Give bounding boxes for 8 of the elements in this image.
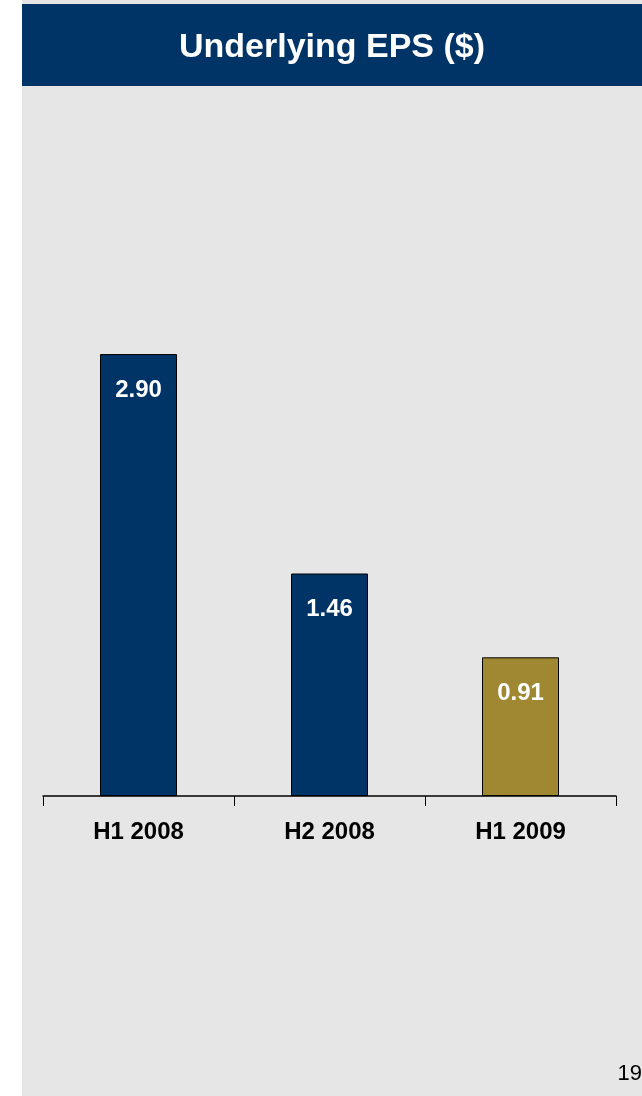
x-tick-label: H2 2008 (284, 816, 375, 844)
x-tick-label: H1 2009 (475, 816, 566, 844)
data-label: 1.46 (306, 594, 353, 622)
text: 19 (617, 1060, 642, 1086)
chart-title: Underlying EPS ($) (22, 4, 642, 86)
x-tick-label: H1 2008 (93, 816, 184, 844)
data-label: 0.91 (497, 677, 544, 705)
data-label: 2.90 (115, 374, 162, 402)
